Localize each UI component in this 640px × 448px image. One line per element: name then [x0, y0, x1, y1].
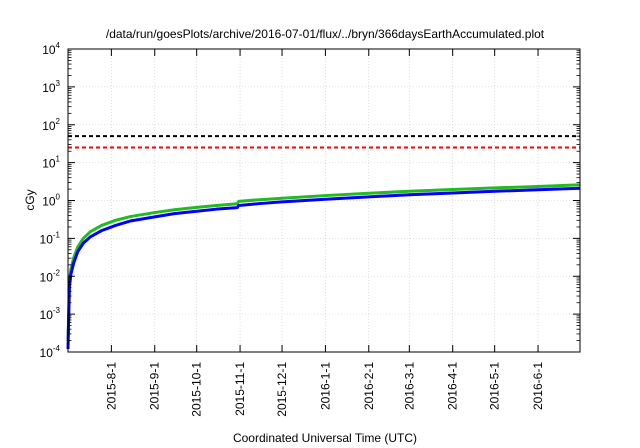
x-tick-label: 2016-1-1 — [318, 362, 332, 410]
series-lines — [66, 183, 581, 350]
x-tick-label: 2016-2-1 — [362, 362, 376, 410]
x-tick-label: 2016-3-1 — [402, 362, 416, 410]
y-tick-label: 10-3 — [40, 306, 61, 322]
x-tick-label: 2016-4-1 — [446, 362, 460, 410]
chart-title: /data/run/goesPlots/archive/2016-07-01/f… — [106, 27, 545, 41]
y-tick-label: 10-4 — [40, 344, 61, 360]
series-line-1 — [66, 183, 581, 341]
y-tick-label: 101 — [42, 155, 60, 171]
x-tick-label: 2015-10-1 — [190, 362, 204, 417]
reference-lines — [68, 135, 580, 149]
y-axis-label: cGy — [23, 189, 37, 210]
x-axis-label: Coordinated Universal Time (UTC) — [233, 431, 417, 445]
x-tick-label: 2016-6-1 — [531, 362, 545, 410]
series-line-2 — [66, 186, 581, 350]
x-tick-label: 2015-9-1 — [148, 362, 162, 410]
y-tick-label: 100 — [42, 193, 60, 209]
x-axis-ticks: 2015-8-1 2015-9-1 2015-10-1 2015-11-1 2015-1… — [104, 49, 545, 417]
y-axis-ticks: 10-4 10-3 10-2 10-1 100 101 102 103 104 — [40, 41, 580, 360]
x-tick-label: 2015-8-1 — [104, 362, 118, 410]
y-tick-label: 102 — [42, 117, 60, 133]
y-tick-label: 104 — [42, 41, 60, 57]
x-tick-label: 2016-5-1 — [488, 362, 502, 410]
y-tick-label: 10-2 — [40, 268, 61, 284]
y-tick-label: 103 — [42, 79, 60, 95]
x-tick-label: 2015-12-1 — [275, 362, 289, 417]
y-tick-label: 10-1 — [40, 230, 61, 246]
x-tick-label: 2015-11-1 — [233, 362, 247, 416]
